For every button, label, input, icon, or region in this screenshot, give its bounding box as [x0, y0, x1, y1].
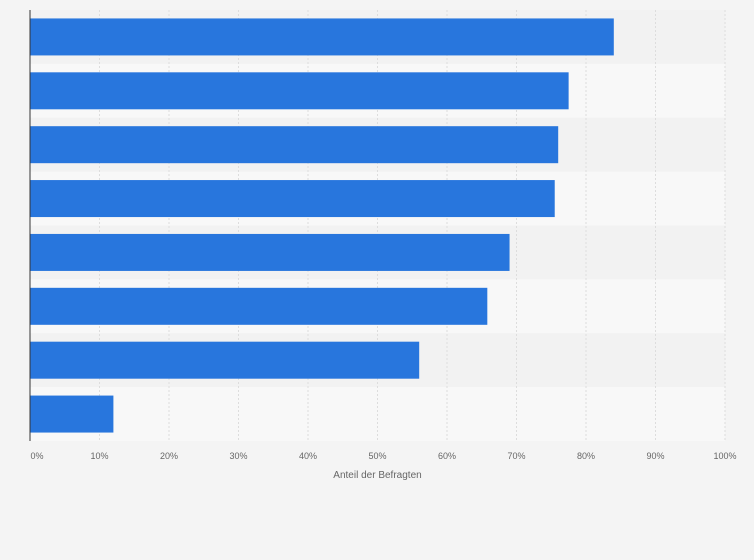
x-tick-label: 60% — [438, 451, 456, 461]
x-tick-label: 70% — [507, 451, 525, 461]
bar[interactable] — [30, 180, 555, 218]
x-tick-labels: 0% 10% 20% 30% 40% 50% 60% 70% 80% 90% 100% — [30, 451, 736, 461]
bar[interactable] — [30, 341, 420, 379]
bar[interactable] — [30, 18, 614, 56]
x-tick-label: 50% — [368, 451, 386, 461]
bar[interactable] — [30, 233, 510, 271]
x-tick-label: 90% — [646, 451, 664, 461]
x-tick-label: 0% — [30, 451, 43, 461]
bar[interactable] — [30, 126, 559, 164]
x-tick-label: 100% — [713, 451, 736, 461]
bar[interactable] — [30, 287, 488, 325]
x-axis-title: Anteil der Befragten — [333, 470, 421, 481]
bar[interactable] — [30, 72, 569, 110]
x-tick-label: 80% — [577, 451, 595, 461]
x-tick-label: 30% — [229, 451, 247, 461]
x-tick-label: 40% — [299, 451, 317, 461]
bars — [30, 18, 614, 433]
x-tick-label: 20% — [160, 451, 178, 461]
x-tick-label: 10% — [90, 451, 108, 461]
bar[interactable] — [30, 395, 114, 433]
